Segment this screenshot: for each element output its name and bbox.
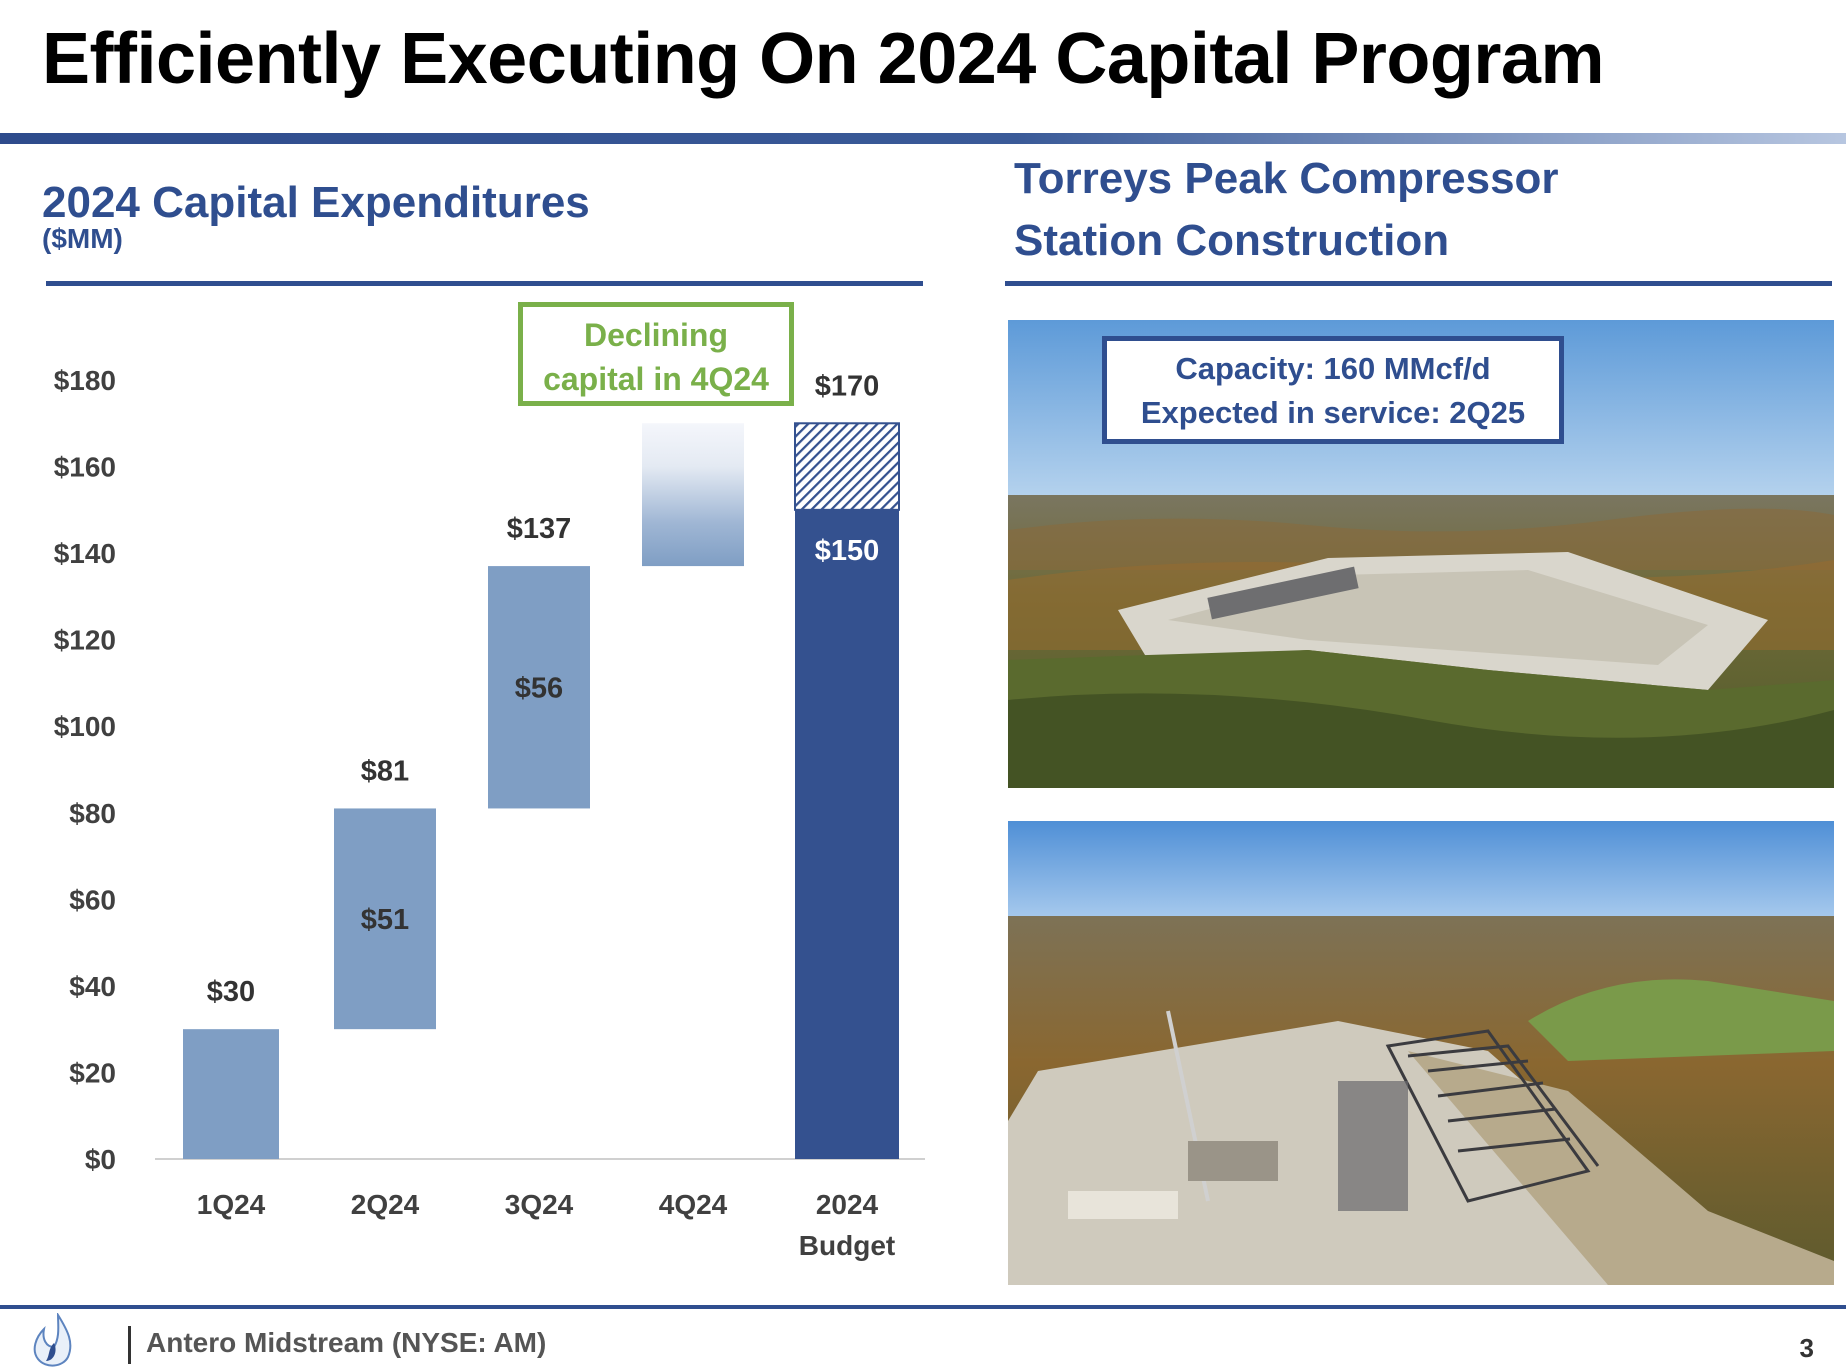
- x-category-label: 2Q24: [351, 1189, 420, 1220]
- x-category-label: 2024: [816, 1189, 879, 1220]
- x-category-label: 4Q24: [659, 1189, 728, 1220]
- y-tick-label: $120: [54, 625, 116, 656]
- y-tick-label: $180: [54, 365, 116, 396]
- left-section-divider: [46, 281, 923, 286]
- title-divider: [0, 133, 1846, 144]
- bar-inner-label: $56: [515, 672, 563, 704]
- bar-inner-label: $150: [815, 535, 880, 567]
- footer-company: Antero Midstream (NYSE: AM): [146, 1327, 547, 1358]
- bar-top-label: $137: [507, 513, 572, 545]
- bar-2024-budget-total: [795, 509, 899, 1159]
- footer-separator: [128, 1326, 131, 1364]
- y-tick-label: $60: [69, 884, 116, 915]
- callout-line2: capital in 4Q24: [543, 361, 769, 397]
- antero-flame-logo: [33, 1313, 72, 1367]
- x-category-label: 3Q24: [505, 1189, 574, 1220]
- page-title: Efficiently Executing On 2024 Capital Pr…: [42, 19, 1604, 99]
- y-tick-label: $100: [54, 711, 116, 742]
- y-tick-label: $160: [54, 452, 116, 483]
- capacity-text: Capacity: 160 MMcf/d: [1175, 351, 1491, 386]
- x-category-sublabel: Budget: [799, 1230, 895, 1261]
- capex-section-title: 2024 Capital Expenditures: [42, 178, 590, 227]
- bar-2q24-increment: [334, 808, 436, 1030]
- bar-top-label: $81: [361, 755, 409, 787]
- chart-data-labels: $30 $81 $51 $137 $56 $150 $170: [207, 370, 879, 1008]
- capex-unit-label: ($MM): [42, 223, 123, 254]
- capex-waterfall-chart: $0 $20 $40 $60 $80 $100 $120 $140 $160 $180 $30 $8…: [54, 365, 925, 1261]
- capacity-callout: Capacity: 160 MMcf/d Expected in service…: [1102, 336, 1564, 444]
- declining-capital-callout: Declining capital in 4Q24: [518, 302, 794, 406]
- bar-inner-label: $51: [361, 904, 409, 936]
- right-section-divider: [1005, 281, 1832, 286]
- callout-line1: Declining: [583, 317, 728, 353]
- x-category-label: 1Q24: [197, 1189, 266, 1220]
- aerial-construction-photo: [1008, 821, 1834, 1285]
- station-title-line2: Station Construction: [1014, 216, 1450, 265]
- bar-1q24-increment: [183, 1029, 279, 1159]
- y-tick-label: $0: [85, 1144, 116, 1175]
- x-axis-categories: 1Q24 2Q24 3Q24 4Q24 2024 Budget: [197, 1189, 895, 1261]
- y-tick-label: $20: [69, 1057, 116, 1088]
- y-axis-ticks: $0 $20 $40 $60 $80 $100 $120 $140 $160 $180: [54, 365, 116, 1175]
- in-service-text: Expected in service: 2Q25: [1140, 395, 1526, 430]
- station-title-line1: Torreys Peak Compressor: [1014, 154, 1559, 203]
- y-tick-label: $40: [69, 971, 116, 1002]
- y-tick-label: $140: [54, 538, 116, 569]
- page-number: 3: [1799, 1333, 1814, 1363]
- bar-top-label: $30: [207, 976, 255, 1008]
- bar-3q24-increment: [488, 566, 590, 809]
- chart-bars: [183, 422, 900, 1159]
- bar-top-label: $170: [815, 370, 880, 402]
- footer-divider: [0, 1305, 1846, 1309]
- bar-4q24-faded: [642, 423, 744, 567]
- station-section-title: Torreys Peak Compressor Station Construc…: [1014, 148, 1714, 272]
- y-tick-label: $80: [69, 798, 116, 829]
- bar-2024-budget-hatched: [794, 422, 900, 511]
